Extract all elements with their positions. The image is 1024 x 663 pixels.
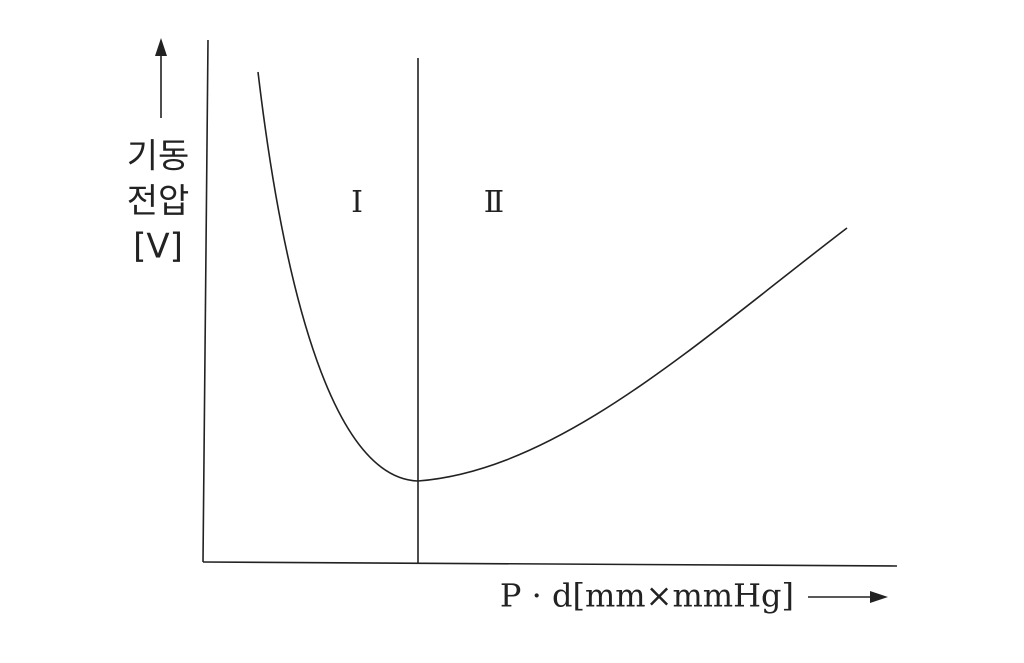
x-label: P · d[mm×mmHg] (500, 577, 794, 615)
y-label-line: [V] (133, 227, 183, 267)
region-label: Ⅱ (484, 185, 504, 220)
y-axis (202, 39, 209, 563)
y-label-line: 전압 (127, 182, 190, 222)
y-arrow-head (155, 38, 167, 56)
region-label: Ⅰ (351, 185, 363, 220)
x-axis (202, 561, 898, 567)
x-arrow-head (870, 591, 888, 603)
paschen-curve (257, 71, 848, 482)
y-label-line: 기동 (127, 137, 190, 177)
